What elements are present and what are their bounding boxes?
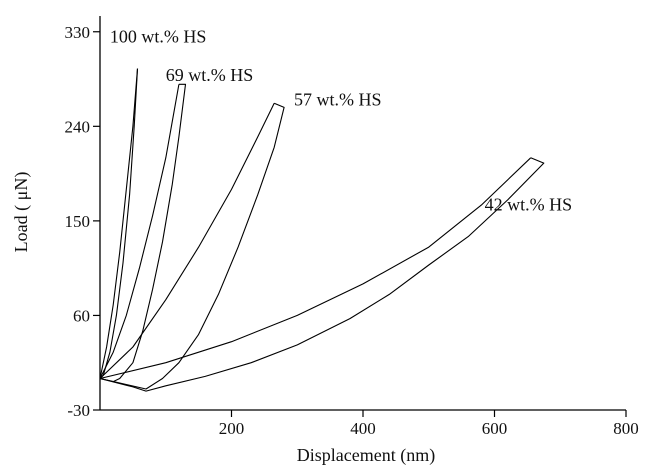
x-axis-title: Displacement (nm) xyxy=(297,445,435,466)
x-tick-label: 800 xyxy=(613,419,639,438)
series-label: 42 wt.% HS xyxy=(485,194,573,214)
series-0-loading-curve xyxy=(99,68,139,379)
y-tick-label: 330 xyxy=(65,23,91,42)
curves xyxy=(99,68,545,392)
series-label: 69 wt.% HS xyxy=(166,65,254,85)
series-label: 57 wt.% HS xyxy=(294,89,382,109)
y-tick-label: 150 xyxy=(65,212,91,231)
series-2-unloading-curve xyxy=(99,102,285,390)
x-tick-label: 600 xyxy=(482,419,508,438)
series-0-unloading-curve xyxy=(99,68,139,379)
y-axis-title: Load ( μN) xyxy=(11,172,32,253)
x-tick-label: 200 xyxy=(219,419,245,438)
x-axis-ticks: 200 400 600 800 xyxy=(219,410,639,438)
series-3-unloading-curve xyxy=(99,157,545,392)
series-3-loading-curve xyxy=(99,157,532,380)
y-axis-ticks: -30 60 150 240 330 xyxy=(65,23,100,420)
y-tick-label: 240 xyxy=(65,117,91,136)
plot-area: -30 60 150 240 330 200 400 600 800 100 wt.% HS 6… xyxy=(65,16,639,438)
series-label: 100 wt.% HS xyxy=(110,26,207,46)
y-tick-label: -30 xyxy=(67,401,90,420)
series-labels: 100 wt.% HS 69 wt.% HS 57 wt.% HS 42 wt.% H… xyxy=(110,26,572,214)
x-tick-label: 400 xyxy=(350,419,376,438)
series-2-loading-curve xyxy=(99,102,275,379)
series-1-loading-curve xyxy=(99,84,180,379)
series-1-unloading-curve xyxy=(99,83,187,383)
y-tick-label: 60 xyxy=(73,306,90,325)
